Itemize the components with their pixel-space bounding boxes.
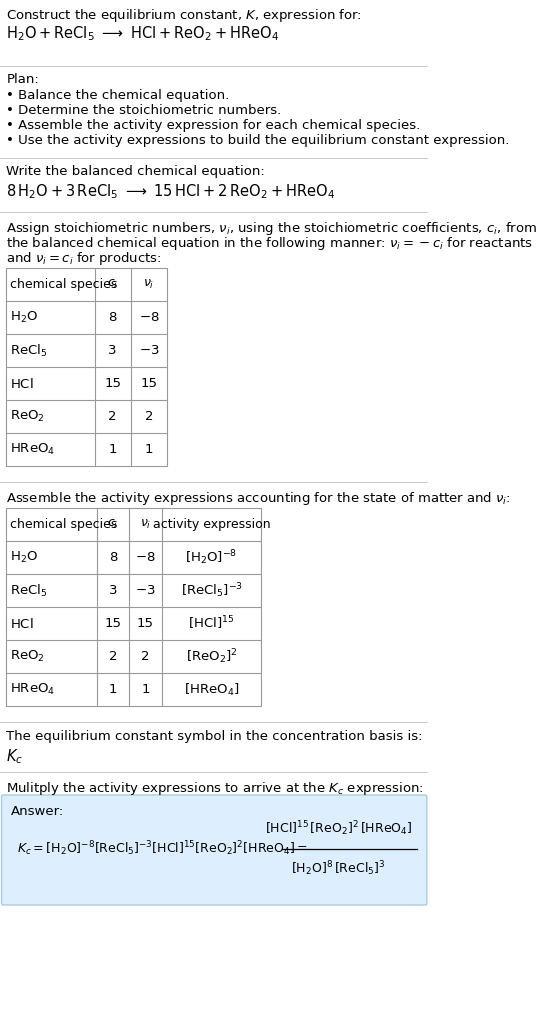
Text: $\mathrm{H_2O}$: $\mathrm{H_2O}$: [10, 310, 38, 325]
Text: $[\mathrm{ReO_2}]^{2}$: $[\mathrm{ReO_2}]^{2}$: [186, 647, 237, 666]
Text: $\mathrm{8\,H_2O + 3\,ReCl_5}\ \longrightarrow\ \mathrm{15\,HCl + 2\,ReO_2 + HRe: $\mathrm{8\,H_2O + 3\,ReCl_5}\ \longrigh…: [7, 182, 335, 201]
Bar: [7, 268, 167, 466]
Text: $\nu_i$: $\nu_i$: [143, 278, 154, 291]
Text: $\mathrm{HReO_4}$: $\mathrm{HReO_4}$: [10, 682, 55, 697]
Text: $\nu_i$: $\nu_i$: [140, 518, 151, 531]
Text: • Assemble the activity expression for each chemical species.: • Assemble the activity expression for e…: [7, 119, 421, 132]
Text: $\mathrm{ReO_2}$: $\mathrm{ReO_2}$: [10, 649, 45, 664]
Text: $\mathrm{H_2O + ReCl_5}\ \longrightarrow\ \mathrm{HCl + ReO_2 + HReO_4}$: $\mathrm{H_2O + ReCl_5}\ \longrightarrow…: [7, 25, 279, 43]
Text: $[\mathrm{H_2O}]^{8}\,[\mathrm{ReCl_5}]^{3}$: $[\mathrm{H_2O}]^{8}\,[\mathrm{ReCl_5}]^…: [292, 860, 386, 878]
Text: chemical species: chemical species: [10, 278, 118, 291]
Text: 15: 15: [104, 617, 121, 630]
Text: $\mathrm{HReO_4}$: $\mathrm{HReO_4}$: [10, 442, 55, 457]
Text: $\mathrm{HCl}$: $\mathrm{HCl}$: [10, 617, 34, 631]
Text: $-3$: $-3$: [139, 344, 159, 357]
Text: $K_c = [\mathrm{H_2O}]^{-8}[\mathrm{ReCl_5}]^{-3}[\mathrm{HCl}]^{15}[\mathrm{ReO: $K_c = [\mathrm{H_2O}]^{-8}[\mathrm{ReCl…: [17, 839, 308, 859]
Text: chemical species: chemical species: [10, 518, 118, 531]
Text: 1: 1: [108, 443, 117, 456]
Text: the balanced chemical equation in the following manner: $\nu_i = -c_i$ for react: the balanced chemical equation in the fo…: [7, 235, 534, 252]
Text: $c_i$: $c_i$: [108, 518, 119, 531]
Text: 2: 2: [108, 410, 117, 423]
Text: The equilibrium constant symbol in the concentration basis is:: The equilibrium constant symbol in the c…: [7, 730, 423, 743]
Text: 2: 2: [145, 410, 153, 423]
Text: activity expression: activity expression: [153, 518, 270, 531]
Text: Plan:: Plan:: [7, 72, 39, 86]
Text: • Balance the chemical equation.: • Balance the chemical equation.: [7, 89, 230, 102]
Text: $\mathrm{H_2O}$: $\mathrm{H_2O}$: [10, 550, 38, 565]
Text: $-8$: $-8$: [135, 551, 156, 564]
Text: $K_c$: $K_c$: [7, 747, 23, 766]
Text: 1: 1: [141, 683, 150, 696]
Text: 1: 1: [145, 443, 153, 456]
Text: $\mathrm{ReCl_5}$: $\mathrm{ReCl_5}$: [10, 342, 48, 358]
Text: and $\nu_i = c_i$ for products:: and $\nu_i = c_i$ for products:: [7, 250, 162, 268]
Text: $\mathrm{ReCl_5}$: $\mathrm{ReCl_5}$: [10, 582, 48, 598]
Text: $-8$: $-8$: [139, 311, 159, 324]
Text: 2: 2: [141, 650, 150, 663]
Text: Answer:: Answer:: [11, 805, 64, 818]
Text: 1: 1: [109, 683, 118, 696]
Text: Mulitply the activity expressions to arrive at the $K_c$ expression:: Mulitply the activity expressions to arr…: [7, 780, 424, 797]
Text: 15: 15: [104, 377, 121, 390]
Text: Construct the equilibrium constant, $K$, expression for:: Construct the equilibrium constant, $K$,…: [7, 7, 362, 25]
Text: Assign stoichiometric numbers, $\nu_i$, using the stoichiometric coefficients, $: Assign stoichiometric numbers, $\nu_i$, …: [7, 220, 537, 237]
Text: • Use the activity expressions to build the equilibrium constant expression.: • Use the activity expressions to build …: [7, 134, 510, 147]
Text: 15: 15: [137, 617, 154, 630]
Text: 15: 15: [140, 377, 157, 390]
Text: 2: 2: [109, 650, 118, 663]
FancyBboxPatch shape: [2, 795, 427, 905]
Text: Assemble the activity expressions accounting for the state of matter and $\nu_i$: Assemble the activity expressions accoun…: [7, 490, 511, 507]
Text: $-3$: $-3$: [135, 584, 156, 597]
Text: $c_i$: $c_i$: [107, 278, 119, 291]
Text: 8: 8: [109, 551, 118, 564]
Text: $[\mathrm{HCl}]^{15}$: $[\mathrm{HCl}]^{15}$: [188, 615, 234, 632]
Text: $[\mathrm{HCl}]^{15}\,[\mathrm{ReO_2}]^{2}\,[\mathrm{HReO_4}]$: $[\mathrm{HCl}]^{15}\,[\mathrm{ReO_2}]^{…: [265, 820, 412, 838]
Text: • Determine the stoichiometric numbers.: • Determine the stoichiometric numbers.: [7, 104, 282, 117]
Text: 8: 8: [109, 311, 117, 324]
Text: $[\mathrm{H_2O}]^{-8}$: $[\mathrm{H_2O}]^{-8}$: [186, 548, 238, 567]
Text: Write the balanced chemical equation:: Write the balanced chemical equation:: [7, 165, 265, 178]
Bar: [7, 508, 262, 706]
Text: $[\mathrm{HReO_4}]$: $[\mathrm{HReO_4}]$: [184, 681, 239, 697]
Text: $\mathrm{HCl}$: $\mathrm{HCl}$: [10, 377, 34, 390]
Text: 3: 3: [109, 584, 118, 597]
Text: 3: 3: [108, 344, 117, 357]
Text: $[\mathrm{ReCl_5}]^{-3}$: $[\mathrm{ReCl_5}]^{-3}$: [181, 581, 243, 600]
Text: $\mathrm{ReO_2}$: $\mathrm{ReO_2}$: [10, 409, 45, 424]
